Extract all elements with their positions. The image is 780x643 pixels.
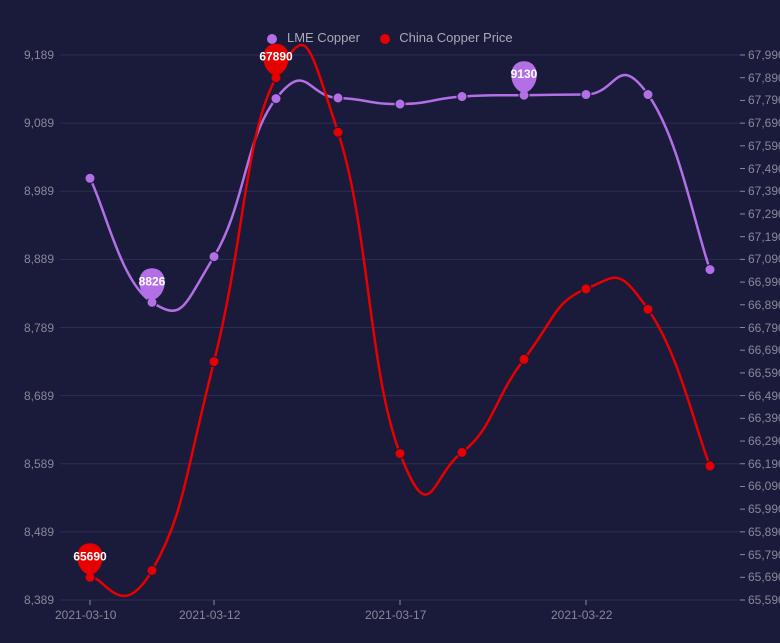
copper-price-chart: LME Copper China Copper Price 8826913065…: [0, 0, 780, 643]
y-left-tick: 8,589: [24, 457, 54, 471]
y-right-tick: 66,090: [748, 479, 780, 493]
y-left-tick: 8,389: [24, 593, 54, 607]
y-left-tick: 8,689: [24, 389, 54, 403]
y-right-tick: 67,390: [748, 184, 780, 198]
y-left-tick: 8,789: [24, 321, 54, 335]
y-right-tick: 66,890: [748, 298, 780, 312]
y-left-tick: 8,889: [24, 252, 54, 266]
y-left-tick: 8,489: [24, 525, 54, 539]
y-left-tick: 9,189: [24, 48, 54, 62]
y-right-tick: 67,490: [748, 162, 780, 176]
y-right-tick: 66,490: [748, 389, 780, 403]
y-right-tick: 65,790: [748, 548, 780, 562]
y-right-tick: 66,190: [748, 457, 780, 471]
y-right-tick: 66,390: [748, 411, 780, 425]
y-right-tick: 67,990: [748, 48, 780, 62]
y-right-tick: 65,990: [748, 502, 780, 516]
y-left-tick: 9,089: [24, 116, 54, 130]
y-right-tick: 66,790: [748, 321, 780, 335]
x-tick: 2021-03-10: [55, 608, 116, 622]
y-right-tick: 67,590: [748, 139, 780, 153]
svg-text:67890: 67890: [259, 50, 293, 64]
y-right-tick: 67,790: [748, 93, 780, 107]
svg-text:9130: 9130: [511, 67, 538, 81]
y-right-tick: 67,290: [748, 207, 780, 221]
y-right-tick: 66,290: [748, 434, 780, 448]
y-right-tick: 65,890: [748, 525, 780, 539]
y-right-tick: 67,190: [748, 230, 780, 244]
y-right-tick: 67,090: [748, 252, 780, 266]
y-right-tick: 66,690: [748, 343, 780, 357]
y-left-tick: 8,989: [24, 184, 54, 198]
y-right-tick: 66,990: [748, 275, 780, 289]
y-right-tick: 66,590: [748, 366, 780, 380]
svg-text:65690: 65690: [73, 549, 107, 563]
y-right-tick: 67,890: [748, 71, 780, 85]
x-tick: 2021-03-17: [365, 608, 426, 622]
x-tick: 2021-03-22: [551, 608, 612, 622]
x-tick: 2021-03-12: [179, 608, 240, 622]
chart-svg: 8826 9130 65690 67890: [0, 0, 780, 643]
y-right-tick: 65,690: [748, 570, 780, 584]
y-right-tick: 65,590: [748, 593, 780, 607]
svg-text:8826: 8826: [139, 274, 166, 288]
y-right-tick: 67,690: [748, 116, 780, 130]
